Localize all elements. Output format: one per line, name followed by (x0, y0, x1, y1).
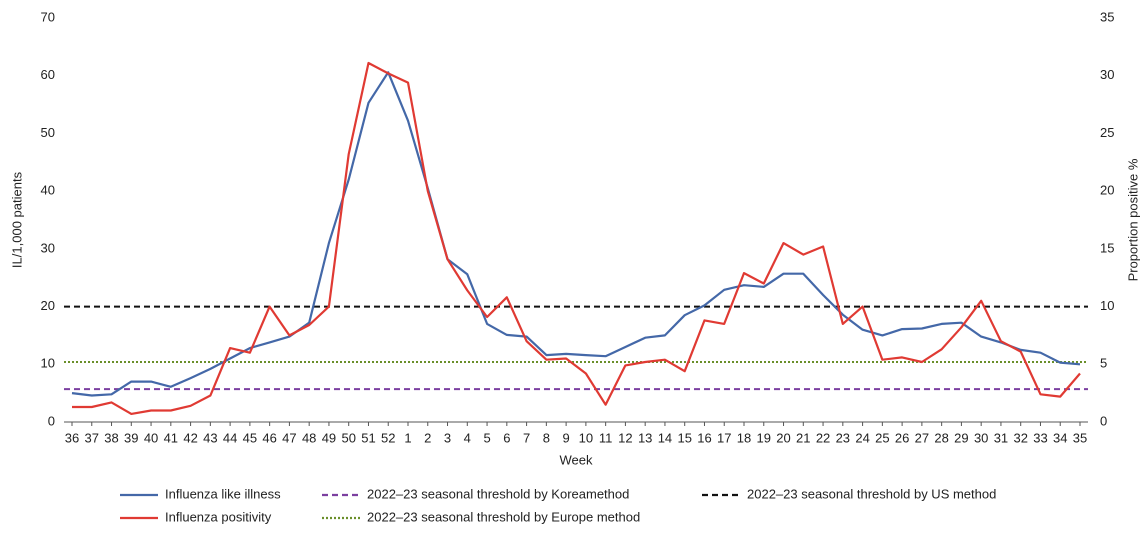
x-tick-label: 18 (737, 430, 751, 445)
x-tick-label: 27 (915, 430, 929, 445)
x-tick-label: 51 (361, 430, 375, 445)
x-tick-label: 3 (444, 430, 451, 445)
y-tick-label: 50 (41, 125, 55, 140)
y-axis-label: IL/1,000 patients (9, 171, 24, 268)
x-tick-label: 16 (697, 430, 711, 445)
x-axis-label: Week (560, 452, 593, 467)
x-tick-label: 22 (816, 430, 830, 445)
series-line (71, 71, 1081, 397)
y2-tick-label: 25 (1100, 125, 1114, 140)
y-tick-label: 60 (41, 67, 55, 82)
legend-label: 2022–23 seasonal threshold by Europe met… (367, 509, 640, 524)
x-tick-label: 32 (1013, 430, 1027, 445)
legend-label: Influenza positivity (165, 509, 272, 524)
x-tick-label: 21 (796, 430, 810, 445)
y2-tick-label: 20 (1100, 183, 1114, 198)
y2-tick-label: 10 (1100, 298, 1114, 313)
x-tick-label: 42 (183, 430, 197, 445)
x-tick-label: 52 (381, 430, 395, 445)
x-tick-label: 30 (974, 430, 988, 445)
x-tick-label: 28 (934, 430, 948, 445)
x-tick-label: 25 (875, 430, 889, 445)
x-tick-label: 7 (523, 430, 530, 445)
y-tick-label: 20 (41, 298, 55, 313)
x-tick-label: 37 (85, 430, 99, 445)
x-tick-label: 20 (776, 430, 790, 445)
x-tick-label: 34 (1053, 430, 1067, 445)
y2-tick-label: 15 (1100, 240, 1114, 255)
x-tick-label: 46 (262, 430, 276, 445)
x-tick-label: 43 (203, 430, 217, 445)
x-tick-label: 41 (164, 430, 178, 445)
y-tick-label: 10 (41, 356, 55, 371)
x-tick-label: 17 (717, 430, 731, 445)
y-tick-label: 30 (41, 240, 55, 255)
y2-tick-label: 35 (1100, 9, 1114, 24)
x-tick-label: 23 (836, 430, 850, 445)
x-tick-label: 13 (638, 430, 652, 445)
x-tick-label: 26 (895, 430, 909, 445)
y-tick-label: 70 (41, 9, 55, 24)
x-tick-label: 2 (424, 430, 431, 445)
x-tick-label: 1 (404, 430, 411, 445)
y2-tick-label: 0 (1100, 413, 1107, 428)
x-tick-label: 39 (124, 430, 138, 445)
x-tick-label: 33 (1033, 430, 1047, 445)
x-tick-label: 10 (579, 430, 593, 445)
x-tick-label: 9 (563, 430, 570, 445)
x-tick-label: 38 (104, 430, 118, 445)
y-tick-label: 40 (41, 183, 55, 198)
x-tick-label: 12 (618, 430, 632, 445)
x-tick-label: 47 (282, 430, 296, 445)
legend-label: 2022–23 seasonal threshold by US method (747, 486, 996, 501)
x-tick-label: 45 (243, 430, 257, 445)
y2-tick-label: 5 (1100, 356, 1107, 371)
series-line (72, 61, 1081, 415)
x-tick-label: 24 (855, 430, 869, 445)
x-tick-label: 50 (341, 430, 355, 445)
x-tick-label: 35 (1073, 430, 1087, 445)
x-tick-label: 31 (994, 430, 1008, 445)
x-tick-label: 48 (302, 430, 316, 445)
x-tick-label: 15 (677, 430, 691, 445)
x-tick-label: 29 (954, 430, 968, 445)
legend-label: 2022–23 seasonal threshold by Koreametho… (367, 486, 629, 501)
x-tick-label: 49 (322, 430, 336, 445)
x-tick-label: 19 (757, 430, 771, 445)
x-tick-label: 5 (483, 430, 490, 445)
y2-tick-label: 30 (1100, 67, 1114, 82)
x-tick-label: 14 (658, 430, 672, 445)
x-tick-label: 11 (599, 430, 613, 445)
x-tick-label: 8 (543, 430, 550, 445)
x-tick-label: 36 (65, 430, 79, 445)
x-tick-label: 40 (144, 430, 158, 445)
x-tick-label: 4 (464, 430, 471, 445)
x-tick-label: 6 (503, 430, 510, 445)
y-tick-label: 0 (48, 413, 55, 428)
legend-label: Influenza like illness (165, 486, 281, 501)
x-tick-label: 44 (223, 430, 237, 445)
y2-axis-label: Proportion positive % (1125, 158, 1140, 281)
